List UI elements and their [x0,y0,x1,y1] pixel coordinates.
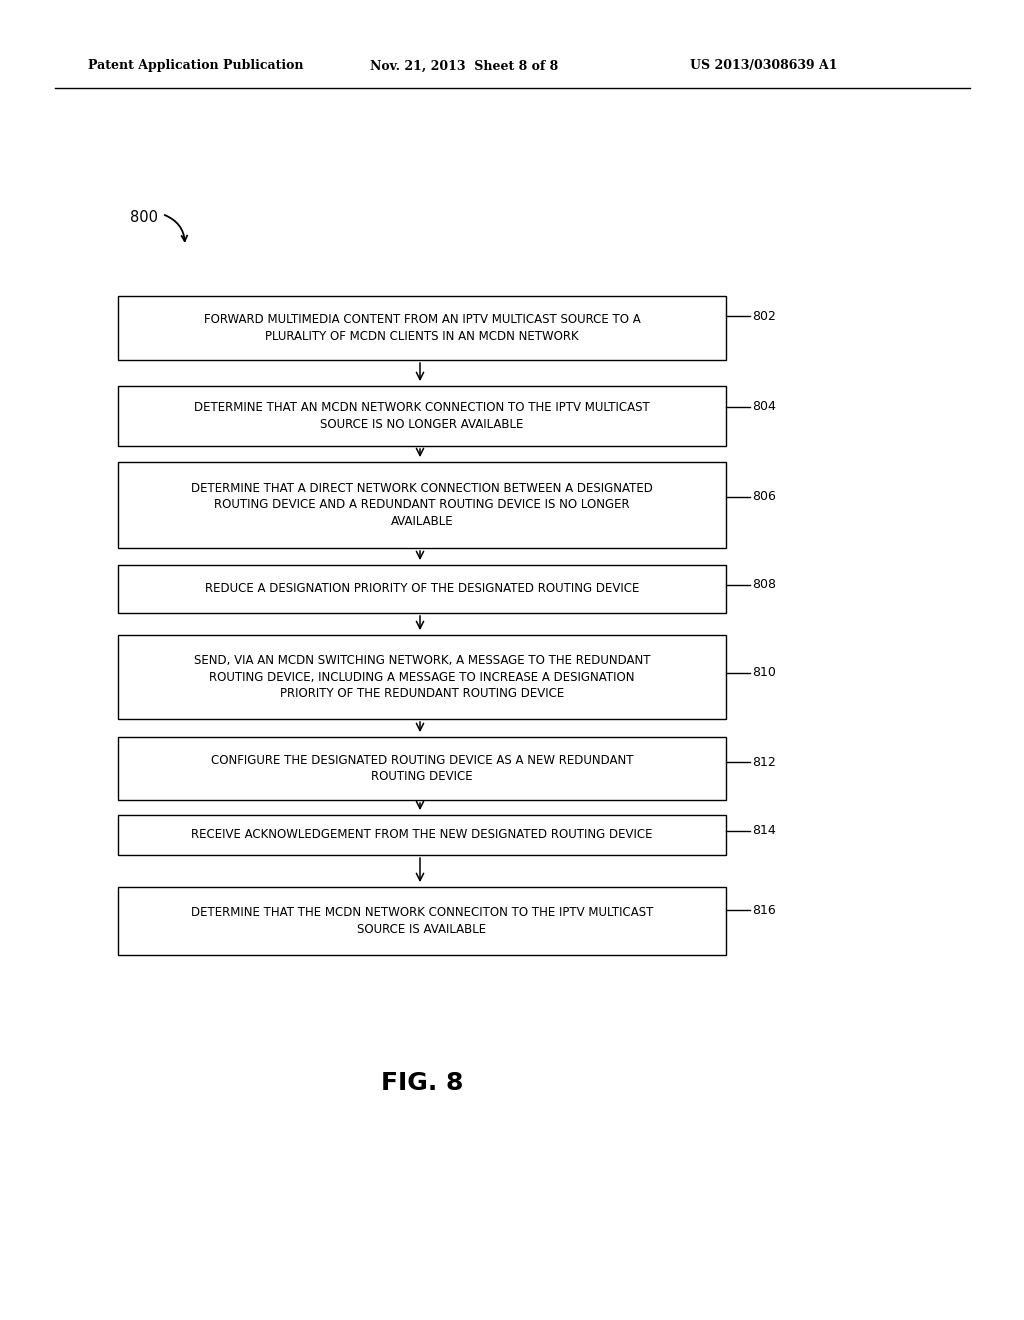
Text: 804: 804 [752,400,776,413]
Text: SEND, VIA AN MCDN SWITCHING NETWORK, A MESSAGE TO THE REDUNDANT
ROUTING DEVICE, : SEND, VIA AN MCDN SWITCHING NETWORK, A M… [194,653,650,700]
Text: 802: 802 [752,309,776,322]
Text: Nov. 21, 2013  Sheet 8 of 8: Nov. 21, 2013 Sheet 8 of 8 [370,59,558,73]
Text: 816: 816 [752,903,776,916]
Text: 806: 806 [752,491,776,503]
Text: FIG. 8: FIG. 8 [381,1071,463,1096]
Text: RECEIVE ACKNOWLEDGEMENT FROM THE NEW DESIGNATED ROUTING DEVICE: RECEIVE ACKNOWLEDGEMENT FROM THE NEW DES… [191,829,652,842]
Text: DETERMINE THAT AN MCDN NETWORK CONNECTION TO THE IPTV MULTICAST
SOURCE IS NO LON: DETERMINE THAT AN MCDN NETWORK CONNECTIO… [195,401,650,430]
Text: CONFIGURE THE DESIGNATED ROUTING DEVICE AS A NEW REDUNDANT
ROUTING DEVICE: CONFIGURE THE DESIGNATED ROUTING DEVICE … [211,754,633,783]
Text: DETERMINE THAT THE MCDN NETWORK CONNECITON TO THE IPTV MULTICAST
SOURCE IS AVAIL: DETERMINE THAT THE MCDN NETWORK CONNECIT… [190,907,653,936]
Text: 808: 808 [752,578,776,591]
Text: Patent Application Publication: Patent Application Publication [88,59,303,73]
Bar [118,814,726,855]
Text: DETERMINE THAT A DIRECT NETWORK CONNECTION BETWEEN A DESIGNATED
ROUTING DEVICE A: DETERMINE THAT A DIRECT NETWORK CONNECTI… [191,482,653,528]
Bar [118,887,726,954]
Bar [118,737,726,800]
Text: FORWARD MULTIMEDIA CONTENT FROM AN IPTV MULTICAST SOURCE TO A
PLURALITY OF MCDN : FORWARD MULTIMEDIA CONTENT FROM AN IPTV … [204,313,640,343]
Bar [118,385,726,446]
Bar [118,565,726,612]
Text: 812: 812 [752,755,776,768]
Bar [118,462,726,548]
Text: US 2013/0308639 A1: US 2013/0308639 A1 [690,59,838,73]
Bar [118,635,726,719]
Text: REDUCE A DESIGNATION PRIORITY OF THE DESIGNATED ROUTING DEVICE: REDUCE A DESIGNATION PRIORITY OF THE DES… [205,582,639,595]
Text: 814: 814 [752,825,776,837]
FancyArrowPatch shape [165,215,187,242]
Text: 810: 810 [752,667,776,680]
Text: 800: 800 [130,210,158,226]
Bar [118,296,726,360]
